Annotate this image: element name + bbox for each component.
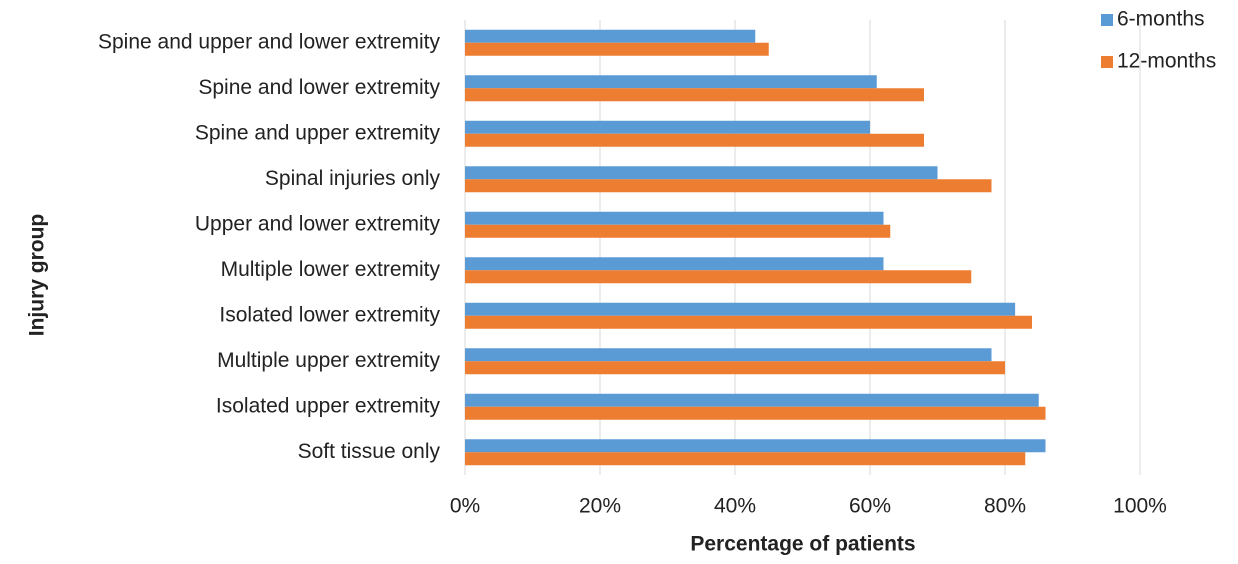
x-tick-label: 20% [579,495,621,518]
bar [465,133,924,147]
x-axis-title: Percentage of patients [690,533,915,556]
x-tick-label: 60% [849,495,891,518]
bar [465,315,1032,329]
x-tick-label: 80% [984,495,1026,518]
bar [465,348,992,362]
bar [465,224,891,238]
bar [465,179,992,193]
x-tick-label: 40% [714,495,756,518]
bar [465,270,972,284]
y-tick-label: Multiple upper extremity [217,349,440,372]
bar [465,211,884,225]
bar [465,361,1005,375]
bar [465,439,1046,453]
x-tick-label: 0% [450,495,480,518]
legend-label: 6-months [1117,8,1205,31]
x-tick-label: 100% [1113,495,1167,518]
legend-label: 12-months [1117,50,1216,73]
bar [465,406,1046,420]
y-tick-label: Spine and lower extremity [198,76,440,99]
bar [465,120,870,134]
y-tick-label: Spine and upper and lower extremity [98,30,441,53]
bar [465,42,769,56]
bar [465,166,938,180]
y-tick-label: Spine and upper extremity [195,121,441,144]
bar [465,75,877,89]
y-tick-label: Isolated upper extremity [216,394,441,417]
legend-swatch [1101,56,1113,68]
bar [465,302,1016,316]
legend-swatch [1101,14,1113,26]
y-tick-label: Upper and lower extremity [195,212,441,235]
y-tick-label: Soft tissue only [298,440,441,463]
bar [465,452,1026,466]
bar [465,88,924,102]
y-tick-label: Multiple lower extremity [221,258,441,281]
bar [465,29,756,43]
bar [465,393,1039,407]
y-tick-label: Isolated lower extremity [219,303,440,326]
y-axis-title: Injury group [26,214,49,337]
y-tick-label: Spinal injuries only [265,167,441,190]
bar [465,257,884,271]
